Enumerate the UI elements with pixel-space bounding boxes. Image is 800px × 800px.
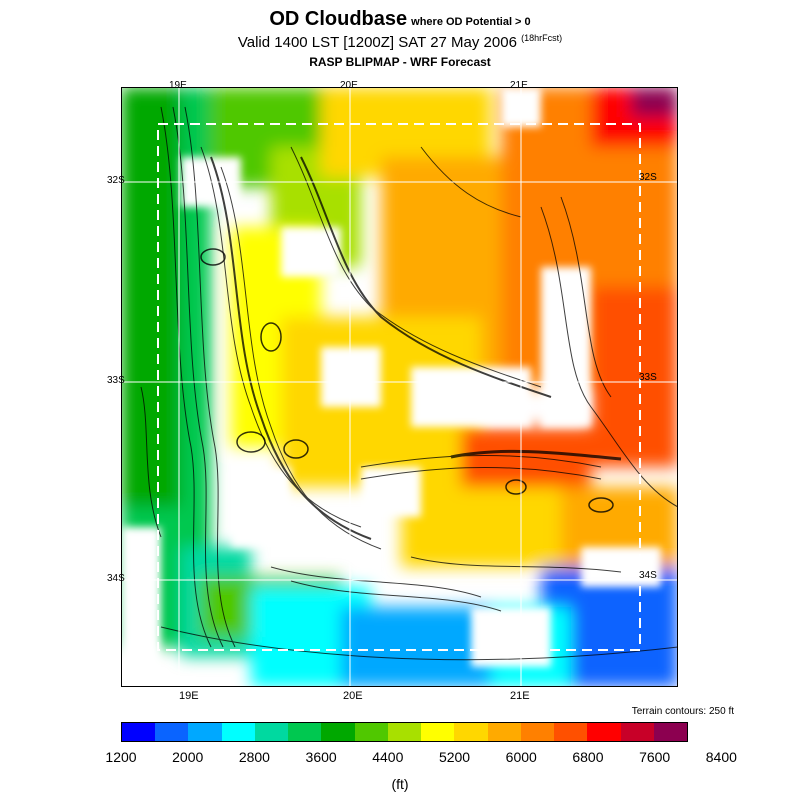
colorbar-swatch xyxy=(554,723,588,741)
lon-label-bottom-19e: 19E xyxy=(179,690,199,702)
map-canvas xyxy=(121,87,678,687)
colorbar-tick-label: 7600 xyxy=(639,749,671,765)
colorbar-tick-label: 1200 xyxy=(105,749,137,765)
colorbar-swatch xyxy=(487,723,521,741)
lon-label-top-19e: 19E xyxy=(169,80,187,91)
colorbar-tick-label: 5200 xyxy=(438,749,471,765)
colorbar-tick-label: 4400 xyxy=(372,749,404,765)
colorbar-swatch xyxy=(321,723,355,741)
terrain-contour-note: Terrain contours: 250 ft xyxy=(631,706,734,717)
valid-time: Valid 1400 LST [1200Z] SAT 27 May 2006 (… xyxy=(0,33,800,51)
colorbar-swatch xyxy=(155,723,189,741)
colorbar-swatch xyxy=(288,723,322,741)
colorbar-swatch xyxy=(221,723,255,741)
lat-label-left-32s: 32S xyxy=(107,175,125,186)
colorbar-tick-label: 6800 xyxy=(572,749,604,765)
colorbar-tick-label: 2800 xyxy=(238,749,270,765)
cloudbase-field xyxy=(121,87,678,687)
colorbar-unit: (ft) xyxy=(391,776,409,792)
colorbar-swatch xyxy=(587,723,621,741)
colorbar-swatch xyxy=(520,723,555,741)
colorbar-swatch xyxy=(421,723,455,741)
lon-label-bottom-21e: 21E xyxy=(510,690,530,702)
colorbar-swatch xyxy=(454,723,488,741)
lat-label-right-34s: 34S xyxy=(639,570,657,581)
colorbar-swatch xyxy=(653,723,687,741)
colorbar-swatch xyxy=(254,723,289,741)
title-subtext: where OD Potential > 0 xyxy=(411,16,531,28)
valid-time-text: Valid 1400 LST [1200Z] SAT 27 May 2006 xyxy=(237,34,517,51)
lat-label-left-33s: 33S xyxy=(107,375,125,386)
colorbar-tick-label: 3600 xyxy=(305,749,337,765)
lat-label-right-32s: 32S xyxy=(639,172,657,183)
colorbar-swatch xyxy=(354,723,388,741)
map-title: OD Cloudbase where OD Potential > 0 xyxy=(0,8,800,31)
model-name: RASP BLIPMAP - WRF Forecast xyxy=(309,55,491,69)
colorbar-swatch xyxy=(387,723,422,741)
colorbar-tick-label: 2000 xyxy=(172,749,204,765)
colorbar-tick-label: 8400 xyxy=(705,749,737,765)
colorbar-swatch xyxy=(188,723,222,741)
colorbar-swatch xyxy=(122,723,156,741)
lon-label-bottom-20e: 20E xyxy=(343,690,363,702)
colorbar-swatch xyxy=(620,723,654,741)
title-main-text: OD Cloudbase xyxy=(269,8,408,30)
lon-label-top-21e: 21E xyxy=(510,80,528,91)
lat-label-left-34s: 34S xyxy=(107,573,125,584)
lon-label-top-20e: 20E xyxy=(340,80,358,91)
forecast-map: 19E 20E 21E 32S 33S 34S 32S 33S 34S 19E … xyxy=(107,80,678,702)
lat-label-right-33s: 33S xyxy=(639,372,657,383)
colorbar xyxy=(121,722,688,742)
colorbar-tick-label: 6000 xyxy=(505,749,537,765)
forecast-hours: (18hrFcst) xyxy=(521,33,563,43)
